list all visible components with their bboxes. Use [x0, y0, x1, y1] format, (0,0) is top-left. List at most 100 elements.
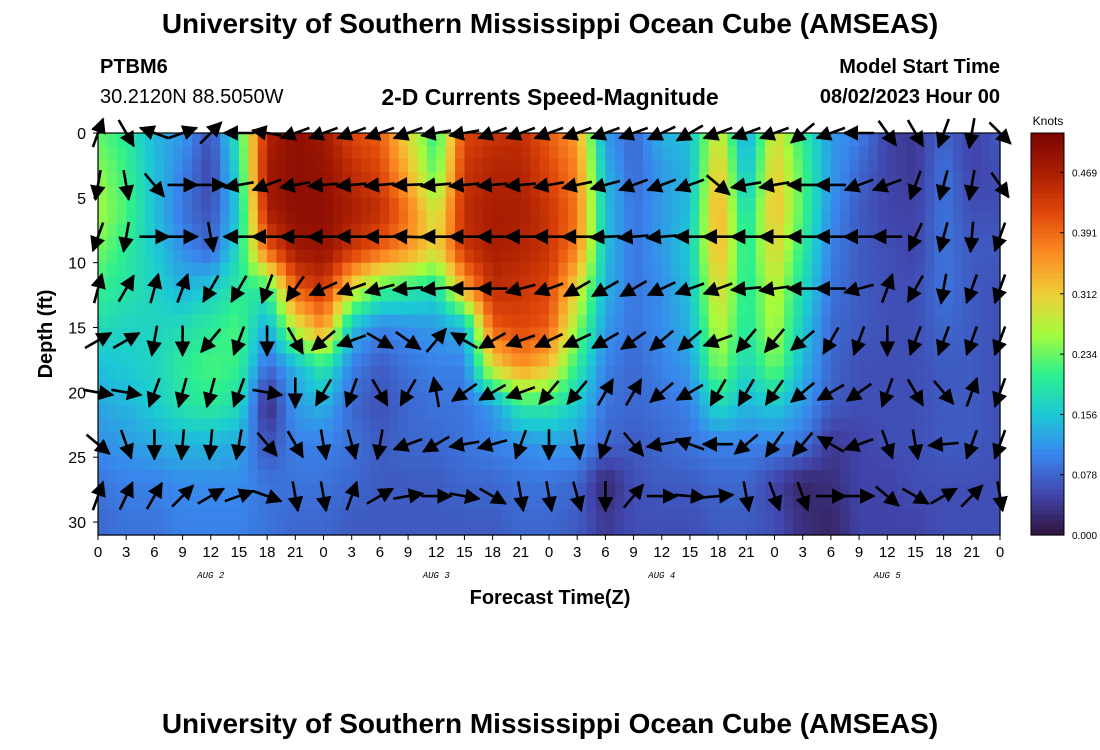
heatmap-cell	[483, 249, 494, 264]
heatmap-cell	[708, 301, 719, 316]
heatmap-cell	[943, 457, 954, 471]
colorbar-swatch	[1031, 313, 1064, 320]
current-vector-arrow	[314, 378, 333, 407]
heatmap-cell	[689, 405, 700, 419]
heatmap-cell	[492, 236, 503, 251]
heatmap-cell	[906, 158, 917, 173]
heatmap-cell	[285, 379, 296, 393]
heatmap-cell	[915, 483, 926, 497]
heatmap-cell	[586, 470, 597, 484]
heatmap-cell	[304, 314, 315, 329]
heatmap-cell	[173, 418, 184, 432]
heatmap-cell	[821, 522, 832, 536]
heatmap-cell	[971, 457, 982, 471]
heatmap-cell	[549, 366, 559, 380]
heatmap-cell	[295, 171, 306, 186]
heatmap-cell	[812, 509, 823, 523]
heatmap-cell	[736, 522, 747, 536]
heatmap-cell	[248, 340, 259, 355]
heatmap-cell	[248, 379, 259, 393]
heatmap-cell	[736, 158, 747, 173]
heatmap-cell	[144, 470, 155, 484]
heatmap-cell	[379, 418, 390, 432]
heatmap-cell	[962, 522, 973, 536]
heatmap-cell	[107, 405, 118, 419]
heatmap-cell	[163, 509, 174, 523]
heatmap-cell	[699, 483, 710, 497]
heatmap-cell	[671, 249, 682, 264]
heatmap-cell	[464, 444, 475, 458]
heatmap-cell	[906, 405, 917, 419]
heatmap-cell	[661, 366, 672, 380]
heatmap-cell	[689, 457, 700, 471]
heatmap-cell	[502, 275, 513, 290]
heatmap-cell	[699, 353, 710, 368]
heatmap-cell	[116, 366, 127, 380]
heatmap-cell	[661, 431, 672, 445]
heatmap-cell	[614, 366, 625, 380]
heatmap-cell	[812, 223, 823, 238]
heatmap-cell	[426, 184, 437, 199]
heatmap-cell	[699, 275, 710, 290]
heatmap-cell	[436, 470, 447, 484]
heatmap-cell	[126, 197, 137, 212]
heatmap-cell	[107, 171, 118, 186]
heatmap-cell	[614, 392, 625, 406]
heatmap-cell	[144, 483, 155, 497]
heatmap-cell	[492, 301, 503, 316]
heatmap-cell	[436, 145, 447, 160]
heatmap-cell	[821, 275, 832, 290]
heatmap-cell	[116, 418, 127, 432]
current-vector-arrow	[935, 221, 951, 253]
heatmap-cell	[539, 275, 550, 290]
heatmap-cell	[98, 197, 108, 212]
heatmap-cell	[445, 509, 456, 523]
heatmap-cell	[971, 431, 982, 445]
heatmap-cell	[821, 353, 832, 368]
heatmap-cell	[896, 509, 907, 523]
heatmap-cell	[830, 145, 841, 160]
heatmap-cell	[859, 133, 870, 147]
heatmap-cell	[483, 327, 494, 342]
heatmap-cell	[783, 158, 794, 173]
heatmap-cell	[379, 366, 390, 380]
heatmap-cell	[793, 418, 804, 432]
heatmap-cell	[727, 158, 738, 173]
heatmap-cell	[229, 210, 240, 225]
currents-heatmap-chart: 0 3 6 9 12 15 18 21 0 3 6 9 12 15 18 21 0 3 6 9 12 15 18 21 0 3 6 9…	[35, 114, 1097, 609]
heatmap-cell	[257, 210, 268, 225]
heatmap-cell	[614, 522, 625, 536]
heatmap-cell	[238, 444, 249, 458]
heatmap-cell	[304, 197, 315, 212]
heatmap-cell	[464, 457, 475, 471]
heatmap-cell	[285, 314, 296, 329]
heatmap-cell	[859, 262, 870, 277]
heatmap-cell	[746, 392, 757, 406]
heatmap-cell	[455, 288, 466, 303]
heatmap-cell	[332, 470, 343, 484]
heatmap-cell	[577, 483, 588, 497]
heatmap-cell	[455, 223, 466, 238]
heatmap-cell	[154, 197, 165, 212]
heatmap-cell	[361, 353, 372, 368]
heatmap-cell	[783, 353, 794, 368]
heatmap-cell	[135, 223, 146, 238]
heatmap-cell	[793, 314, 804, 329]
heatmap-cell	[436, 457, 447, 471]
heatmap-cell	[370, 366, 381, 380]
colorbar-swatch	[1031, 384, 1064, 390]
heatmap-cell	[652, 522, 663, 536]
heatmap-cell	[736, 431, 747, 445]
current-vector-arrow	[231, 377, 246, 408]
heatmap-cell	[953, 262, 964, 277]
heatmap-cell	[642, 366, 653, 380]
heatmap-cell	[586, 236, 597, 251]
heatmap-cell	[238, 496, 249, 510]
heatmap-cell	[887, 470, 898, 484]
heatmap-cell	[210, 509, 221, 523]
heatmap-cell	[248, 133, 259, 147]
heatmap-cell	[173, 262, 184, 277]
heatmap-cell	[182, 171, 193, 186]
heatmap-cell	[595, 470, 606, 484]
heatmap-cell	[661, 145, 672, 160]
